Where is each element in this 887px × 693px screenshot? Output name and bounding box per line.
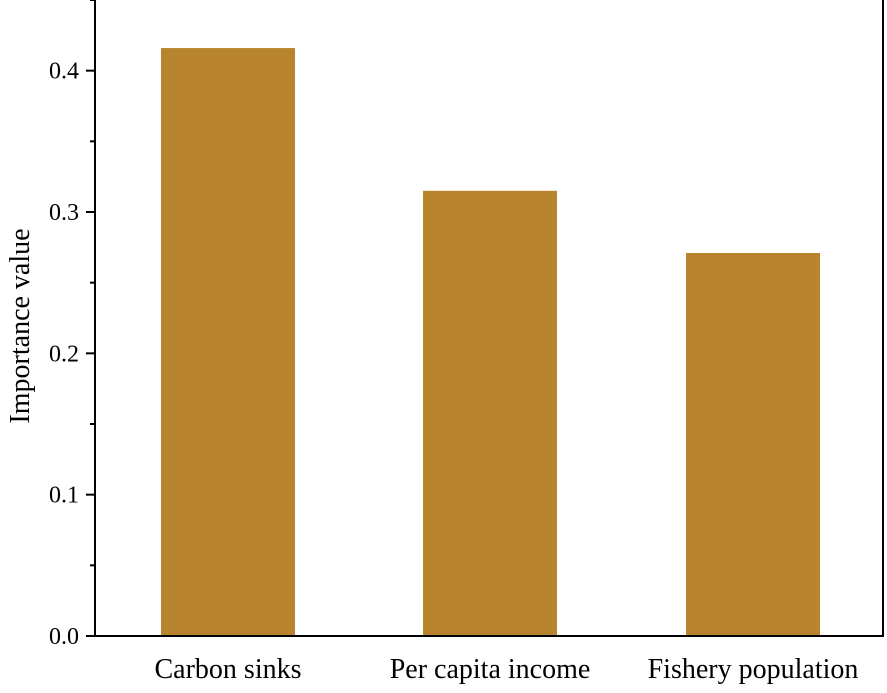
x-category-label: Per capita income [390, 654, 591, 685]
y-axis-title: Importance value [5, 228, 36, 423]
bars-layer [161, 48, 820, 637]
y-tick-label: 0.2 [49, 341, 79, 367]
x-category-label: Carbon sinks [155, 654, 302, 685]
axes-layer [94, 0, 884, 637]
y-tick-label: 0.1 [49, 483, 79, 509]
y-tick-label: 0.0 [49, 624, 79, 650]
bar-per-capita-income [423, 190, 557, 637]
y-tick-label: 0.3 [49, 200, 79, 226]
x-category-label: Fishery population [648, 654, 859, 685]
y-ticks: 0.0 0.1 0.2 0.3 0.4 [49, 0, 95, 650]
bar-fishery-population [686, 252, 820, 636]
y-tick-label: 0.4 [49, 59, 79, 85]
bar-carbon-sinks [161, 48, 295, 636]
x-category-labels: Carbon sinks Per capita income Fishery pop… [155, 654, 859, 685]
